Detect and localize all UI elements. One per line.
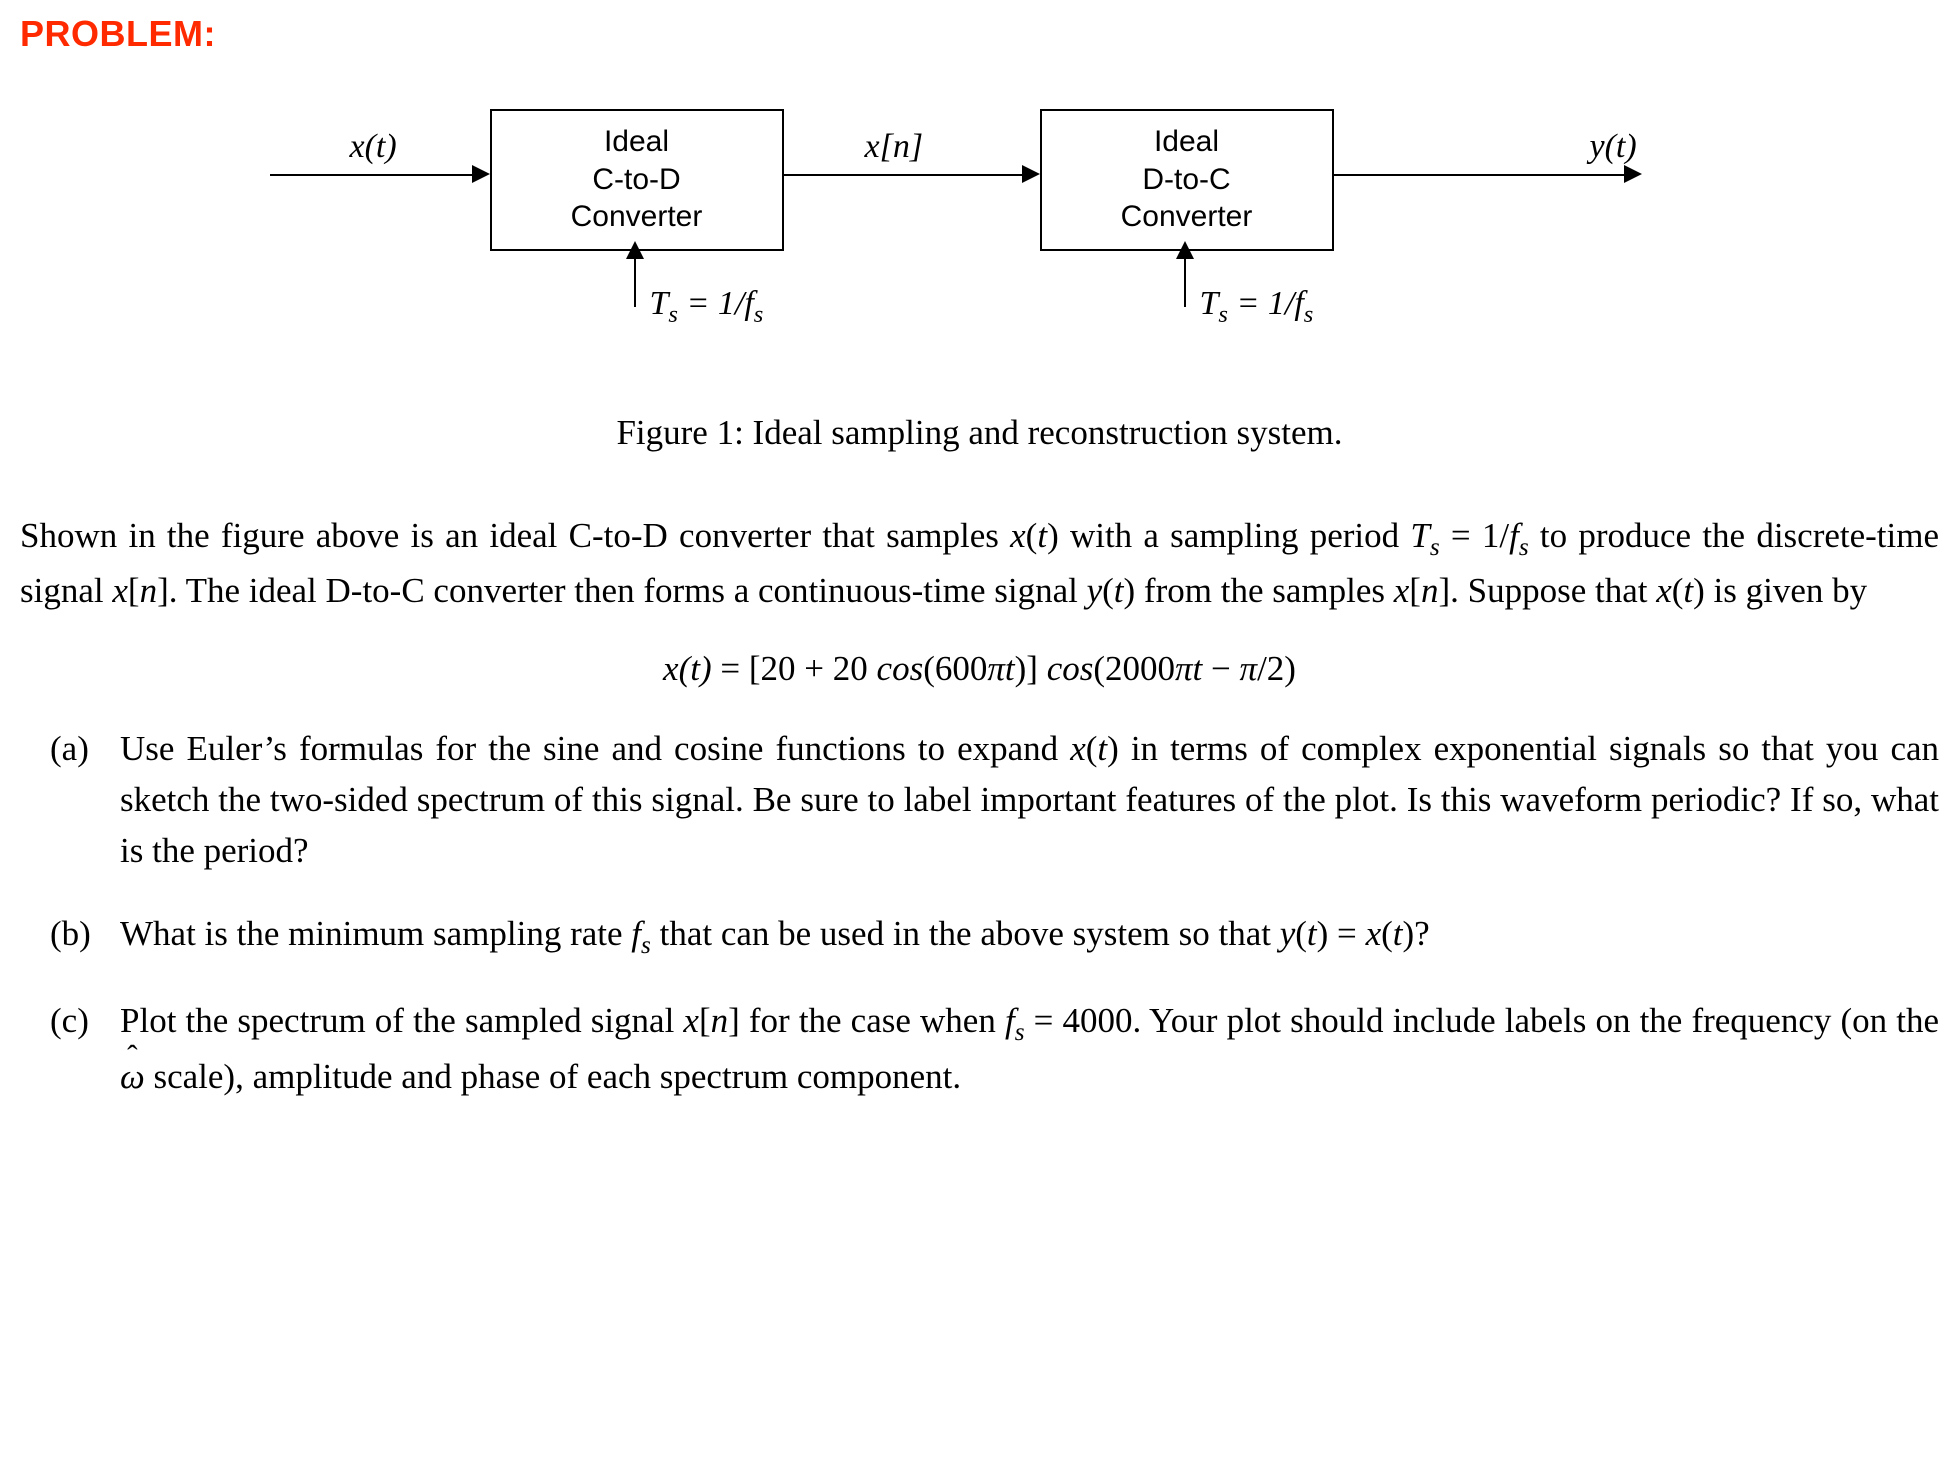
ts2-arrow-line <box>1184 259 1186 307</box>
part-b-label: (b) <box>20 909 120 965</box>
part-a-label: (a) <box>20 724 120 876</box>
ts1-arrow-head <box>626 241 644 259</box>
part-a-body: Use Euler’s formulas for the sine and co… <box>120 724 1939 876</box>
part-c-body: Plot the spectrum of the sampled signal … <box>120 996 1939 1102</box>
ctod-line1: Ideal <box>492 123 782 161</box>
equation: x(t) = [20 + 20 cos(600πt)] cos(2000πt −… <box>20 645 1939 692</box>
signal-x-n: x[n] <box>865 124 924 170</box>
ts2-arrow-head <box>1176 241 1194 259</box>
parts-list: (a) Use Euler’s formulas for the sine an… <box>20 724 1939 1102</box>
arrow-out-head <box>1624 165 1642 183</box>
arrow-out-line <box>1332 174 1625 176</box>
dtoc-box: Ideal D-to-C Converter <box>1040 109 1334 251</box>
figure: x(t) Ideal C-to-D Converter x[n] Ideal D… <box>20 89 1939 456</box>
arrow-in-line <box>270 174 473 176</box>
dtoc-line2: D-to-C <box>1042 161 1332 199</box>
arrow-in-head <box>472 165 490 183</box>
figure-caption: Figure 1: Ideal sampling and reconstruct… <box>616 409 1342 456</box>
arrow-mid-line <box>782 174 1023 176</box>
part-b-body: What is the minimum sampling rate fs tha… <box>120 909 1939 965</box>
block-diagram: x(t) Ideal C-to-D Converter x[n] Ideal D… <box>200 89 1760 349</box>
ctod-line3: Converter <box>492 198 782 236</box>
signal-x-t: x(t) <box>350 124 397 170</box>
arrow-mid-head <box>1022 165 1040 183</box>
intro-paragraph: Shown in the figure above is an ideal C-… <box>20 511 1939 617</box>
problem-label: PROBLEM: <box>20 10 1939 59</box>
part-c: (c) Plot the spectrum of the sampled sig… <box>20 996 1939 1102</box>
ts2-label: Ts = 1/fs <box>1200 281 1314 331</box>
signal-y-t: y(t) <box>1590 124 1637 170</box>
part-a: (a) Use Euler’s formulas for the sine an… <box>20 724 1939 876</box>
page: PROBLEM: x(t) Ideal C-to-D Converter x[n… <box>0 0 1959 1142</box>
part-b: (b) What is the minimum sampling rate fs… <box>20 909 1939 965</box>
ctod-line2: C-to-D <box>492 161 782 199</box>
dtoc-line3: Converter <box>1042 198 1332 236</box>
ctod-box: Ideal C-to-D Converter <box>490 109 784 251</box>
ts1-arrow-line <box>634 259 636 307</box>
ts1-label: Ts = 1/fs <box>650 281 764 331</box>
part-c-label: (c) <box>20 996 120 1102</box>
dtoc-line1: Ideal <box>1042 123 1332 161</box>
